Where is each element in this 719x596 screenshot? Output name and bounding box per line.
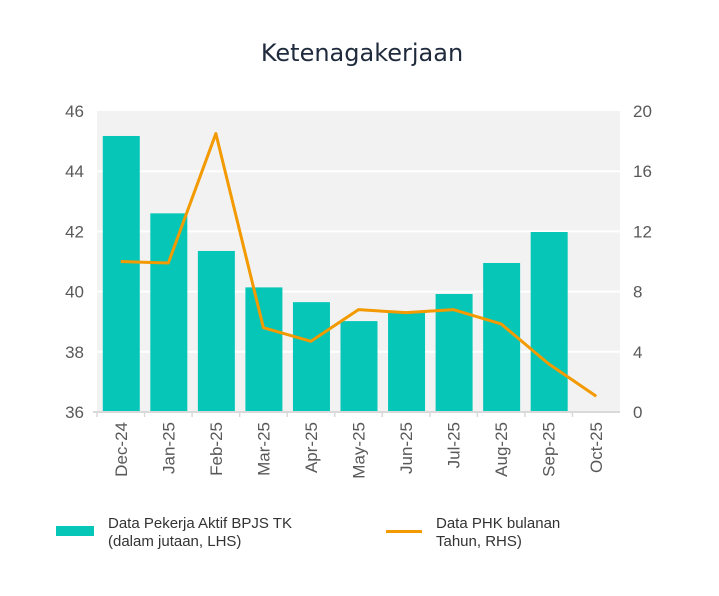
x-tick-label: Apr-25 xyxy=(302,422,321,473)
x-tick-label: Sep-25 xyxy=(540,422,559,477)
bar xyxy=(102,135,140,412)
bar xyxy=(530,232,568,412)
x-tick-label: Oct-25 xyxy=(587,422,606,473)
bar xyxy=(388,311,426,412)
x-tick-label: Mar-25 xyxy=(254,422,273,476)
legend-bar-line2: (dalam jutaan, LHS) xyxy=(108,533,242,550)
x-tick-label: Jan-25 xyxy=(159,422,178,474)
x-tick-label: Jun-25 xyxy=(397,422,416,474)
legend-bar-line1: Data Pekerja Aktif BPJS TK xyxy=(108,515,292,532)
y-left-tick-label: 42 xyxy=(65,222,84,241)
x-tick-label: Jul-25 xyxy=(445,422,464,468)
legend-bar-swatch xyxy=(56,526,94,536)
y-right-tick-label: 16 xyxy=(633,162,652,181)
bar xyxy=(292,302,330,412)
bar xyxy=(197,250,235,412)
bar xyxy=(150,213,188,412)
y-right-tick-label: 8 xyxy=(633,283,642,302)
y-left-tick-label: 36 xyxy=(65,403,84,422)
y-left-tick-label: 46 xyxy=(65,102,84,121)
y-left-tick-label: 40 xyxy=(65,283,84,302)
bar xyxy=(340,321,378,412)
y-right-tick-label: 4 xyxy=(633,343,642,362)
x-tick-label: Aug-25 xyxy=(492,422,511,477)
legend-line-line2: Tahun, RHS) xyxy=(436,533,522,550)
legend-line-line1: Data PHK bulanan xyxy=(436,515,561,532)
y-right-tick-label: 0 xyxy=(633,403,642,422)
bar xyxy=(245,287,283,412)
y-right-tick-label: 12 xyxy=(633,222,652,241)
x-tick-label: May-25 xyxy=(350,422,369,479)
x-tick-label: Feb-25 xyxy=(207,422,226,476)
legend-line-label: Data PHK bulanan Tahun, RHS) xyxy=(436,515,560,551)
legend-line-swatch xyxy=(386,530,422,533)
y-right-tick-label: 20 xyxy=(633,102,652,121)
x-tick-label: Dec-24 xyxy=(112,422,131,477)
y-left-tick-label: 44 xyxy=(65,162,84,181)
legend-bar-label: Data Pekerja Aktif BPJS TK (dalam jutaan… xyxy=(108,515,292,551)
chart-title: Ketenagakerjaan xyxy=(261,39,463,67)
y-left-tick-label: 38 xyxy=(65,343,84,362)
bar xyxy=(483,263,521,412)
